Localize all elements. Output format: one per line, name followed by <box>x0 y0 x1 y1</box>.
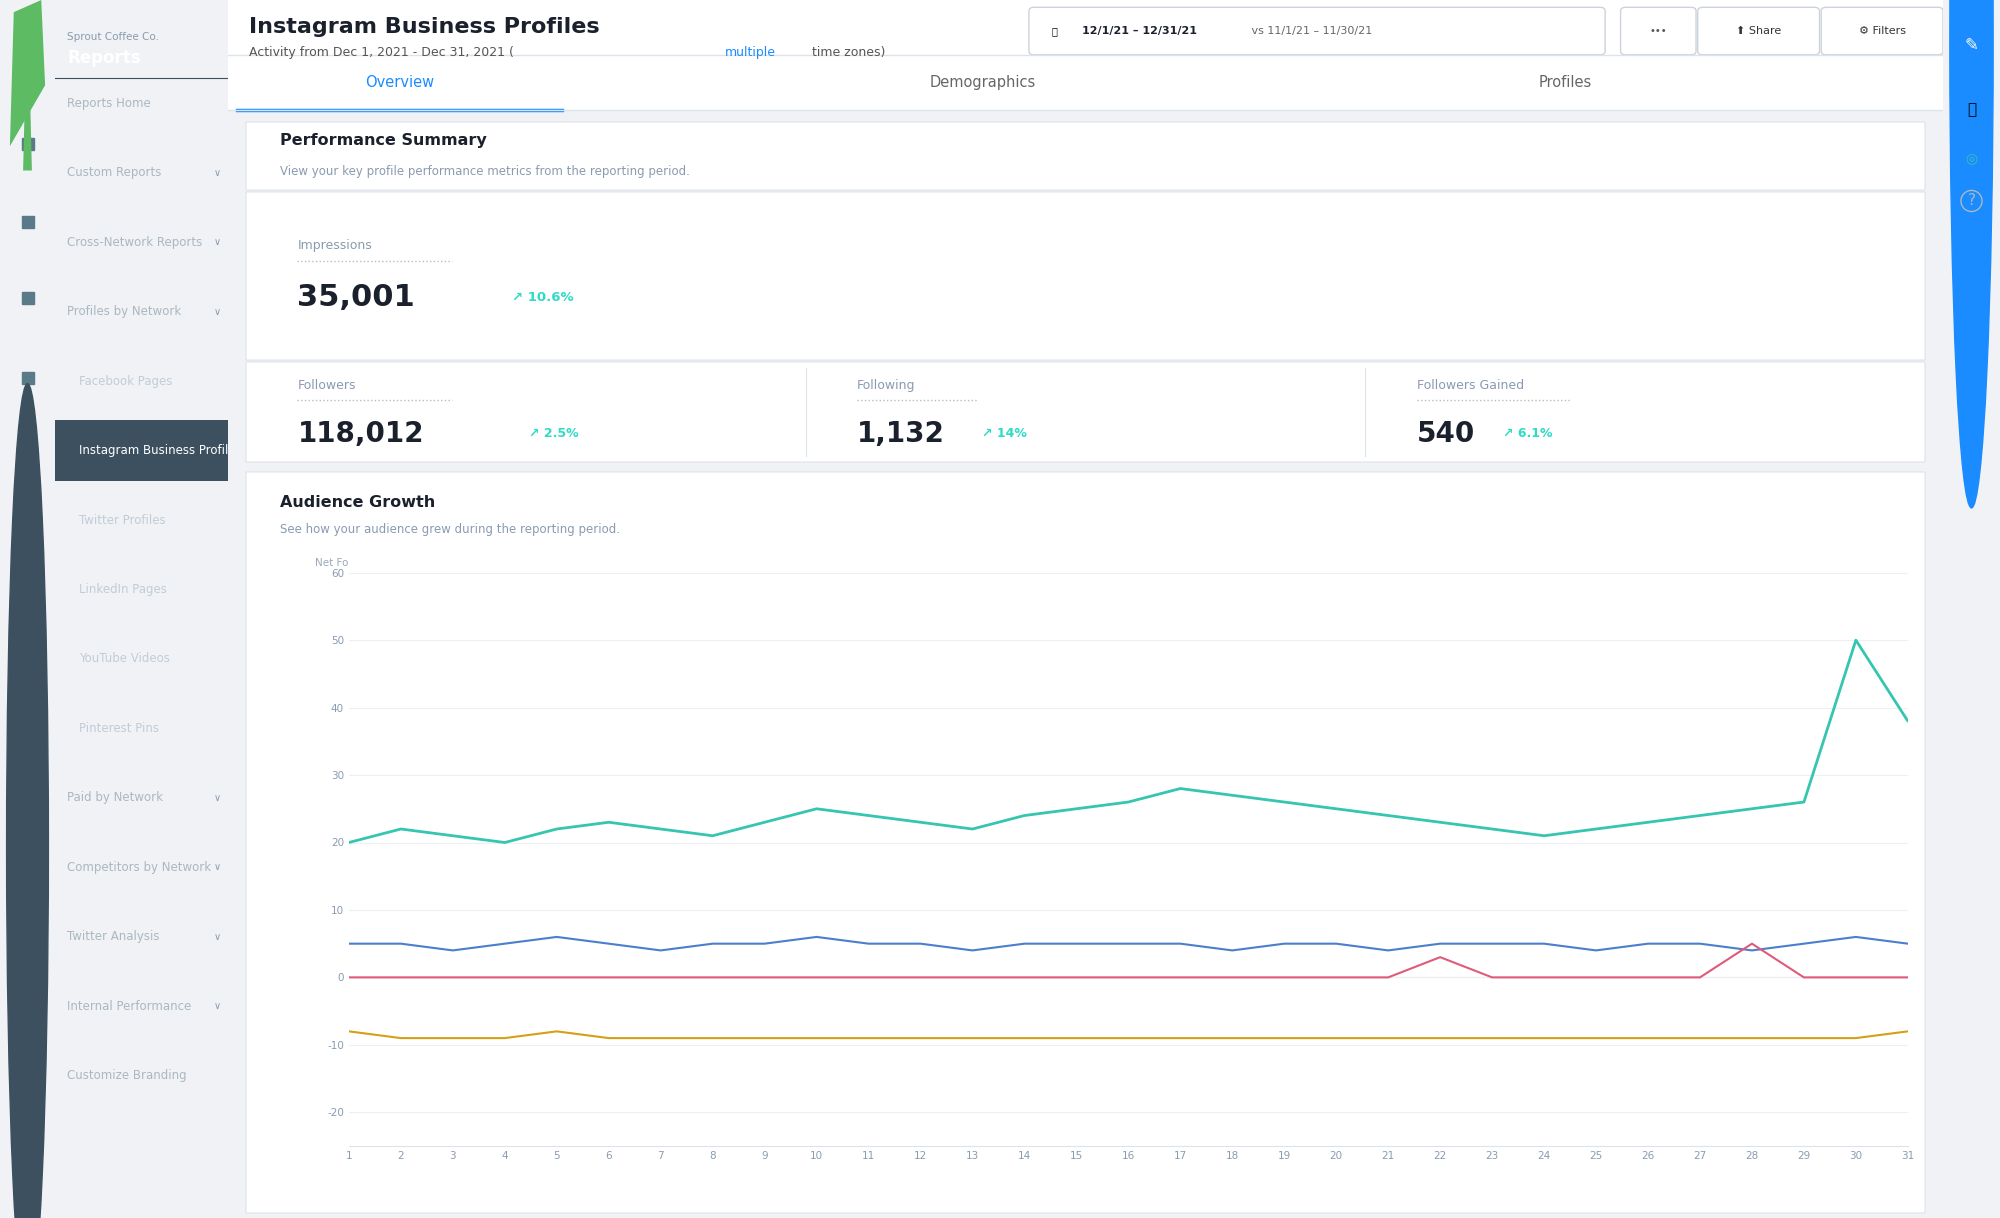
Text: ⬆ Share: ⬆ Share <box>1736 26 1782 37</box>
FancyBboxPatch shape <box>52 420 232 481</box>
Text: Paid by Network: Paid by Network <box>68 792 164 804</box>
Text: Facebook Pages: Facebook Pages <box>80 375 172 387</box>
Text: 12/1/21 – 12/31/21: 12/1/21 – 12/31/21 <box>1082 26 1198 37</box>
Text: 540: 540 <box>1416 420 1476 448</box>
FancyBboxPatch shape <box>1028 7 1606 55</box>
Polygon shape <box>10 0 46 146</box>
Text: Demographics: Demographics <box>930 76 1036 90</box>
Text: Audience Growth: Audience Growth <box>280 495 436 510</box>
Text: vs 11/1/21 – 11/30/21: vs 11/1/21 – 11/30/21 <box>1248 26 1372 37</box>
Circle shape <box>1950 0 1994 508</box>
Text: Reports: Reports <box>68 50 140 67</box>
Text: ◎: ◎ <box>1966 151 1978 166</box>
FancyBboxPatch shape <box>1698 7 1820 55</box>
Text: YouTube Videos: YouTube Videos <box>80 653 170 665</box>
Text: Pinterest Pins: Pinterest Pins <box>80 722 160 734</box>
Circle shape <box>6 384 48 1218</box>
Text: multiple: multiple <box>726 46 776 58</box>
FancyBboxPatch shape <box>246 122 1924 190</box>
Text: Performance Summary: Performance Summary <box>280 133 488 147</box>
FancyBboxPatch shape <box>246 473 1924 1213</box>
Text: ∨: ∨ <box>214 793 222 803</box>
Text: Followers: Followers <box>298 379 356 392</box>
Text: 1,132: 1,132 <box>858 420 944 448</box>
Text: ∨: ∨ <box>214 932 222 942</box>
Text: ∨: ∨ <box>214 307 222 317</box>
Text: Cross-Network Reports: Cross-Network Reports <box>68 236 202 248</box>
Text: Reports Home: Reports Home <box>68 97 150 110</box>
Text: •••: ••• <box>1650 26 1668 37</box>
FancyBboxPatch shape <box>246 362 1924 462</box>
Text: See how your audience grew during the reporting period.: See how your audience grew during the re… <box>280 523 620 536</box>
Text: Net Follower Growth Breakdown, by Day: Net Follower Growth Breakdown, by Day <box>314 558 526 569</box>
Text: 🔔: 🔔 <box>1966 102 1976 117</box>
Polygon shape <box>24 37 32 171</box>
Text: ↗ 2.5%: ↗ 2.5% <box>528 428 578 441</box>
Text: 118,012: 118,012 <box>298 420 424 448</box>
Text: Customize Branding: Customize Branding <box>68 1069 186 1082</box>
Text: Instagram Business Profiles: Instagram Business Profiles <box>248 17 600 37</box>
FancyBboxPatch shape <box>246 192 1924 361</box>
FancyBboxPatch shape <box>1822 7 1944 55</box>
Text: Overview: Overview <box>364 76 434 90</box>
Text: LinkedIn Pages: LinkedIn Pages <box>80 583 168 596</box>
Text: ↗ 14%: ↗ 14% <box>982 428 1028 441</box>
Text: time zones): time zones) <box>808 46 886 58</box>
Text: Followers Gained: Followers Gained <box>1416 379 1524 392</box>
Text: View your key profile performance metrics from the reporting period.: View your key profile performance metric… <box>280 166 690 178</box>
Text: Twitter Analysis: Twitter Analysis <box>68 931 160 943</box>
Text: Profiles: Profiles <box>1540 76 1592 90</box>
Text: ∨: ∨ <box>214 238 222 247</box>
Text: ∨: ∨ <box>214 168 222 178</box>
Bar <box>228 0 1944 55</box>
Text: ✎: ✎ <box>1964 37 1978 54</box>
Text: ↗ 6.1%: ↗ 6.1% <box>1502 428 1552 441</box>
FancyBboxPatch shape <box>1620 7 1696 55</box>
Text: Competitors by Network: Competitors by Network <box>68 861 212 873</box>
Text: Activity from Dec 1, 2021 - Dec 31, 2021 (: Activity from Dec 1, 2021 - Dec 31, 2021… <box>248 46 514 58</box>
Text: ?: ? <box>1968 194 1976 208</box>
Text: 📅: 📅 <box>1052 26 1058 37</box>
Text: ∨: ∨ <box>214 862 222 872</box>
Text: Following: Following <box>858 379 916 392</box>
Text: Profiles by Network: Profiles by Network <box>68 306 182 318</box>
Text: Instagram Business Profiles: Instagram Business Profiles <box>80 445 242 457</box>
Text: ∨: ∨ <box>214 1001 222 1011</box>
Text: Internal Performance: Internal Performance <box>68 1000 192 1012</box>
Text: Custom Reports: Custom Reports <box>68 167 162 179</box>
Text: 35,001: 35,001 <box>298 284 416 313</box>
Text: ↗ 10.6%: ↗ 10.6% <box>512 291 574 304</box>
Text: ⚙ Filters: ⚙ Filters <box>1860 26 1906 37</box>
Bar <box>228 55 1944 110</box>
Text: Twitter Profiles: Twitter Profiles <box>80 514 166 526</box>
Text: Impressions: Impressions <box>298 239 372 252</box>
Text: Sprout Coffee Co.: Sprout Coffee Co. <box>68 32 160 41</box>
